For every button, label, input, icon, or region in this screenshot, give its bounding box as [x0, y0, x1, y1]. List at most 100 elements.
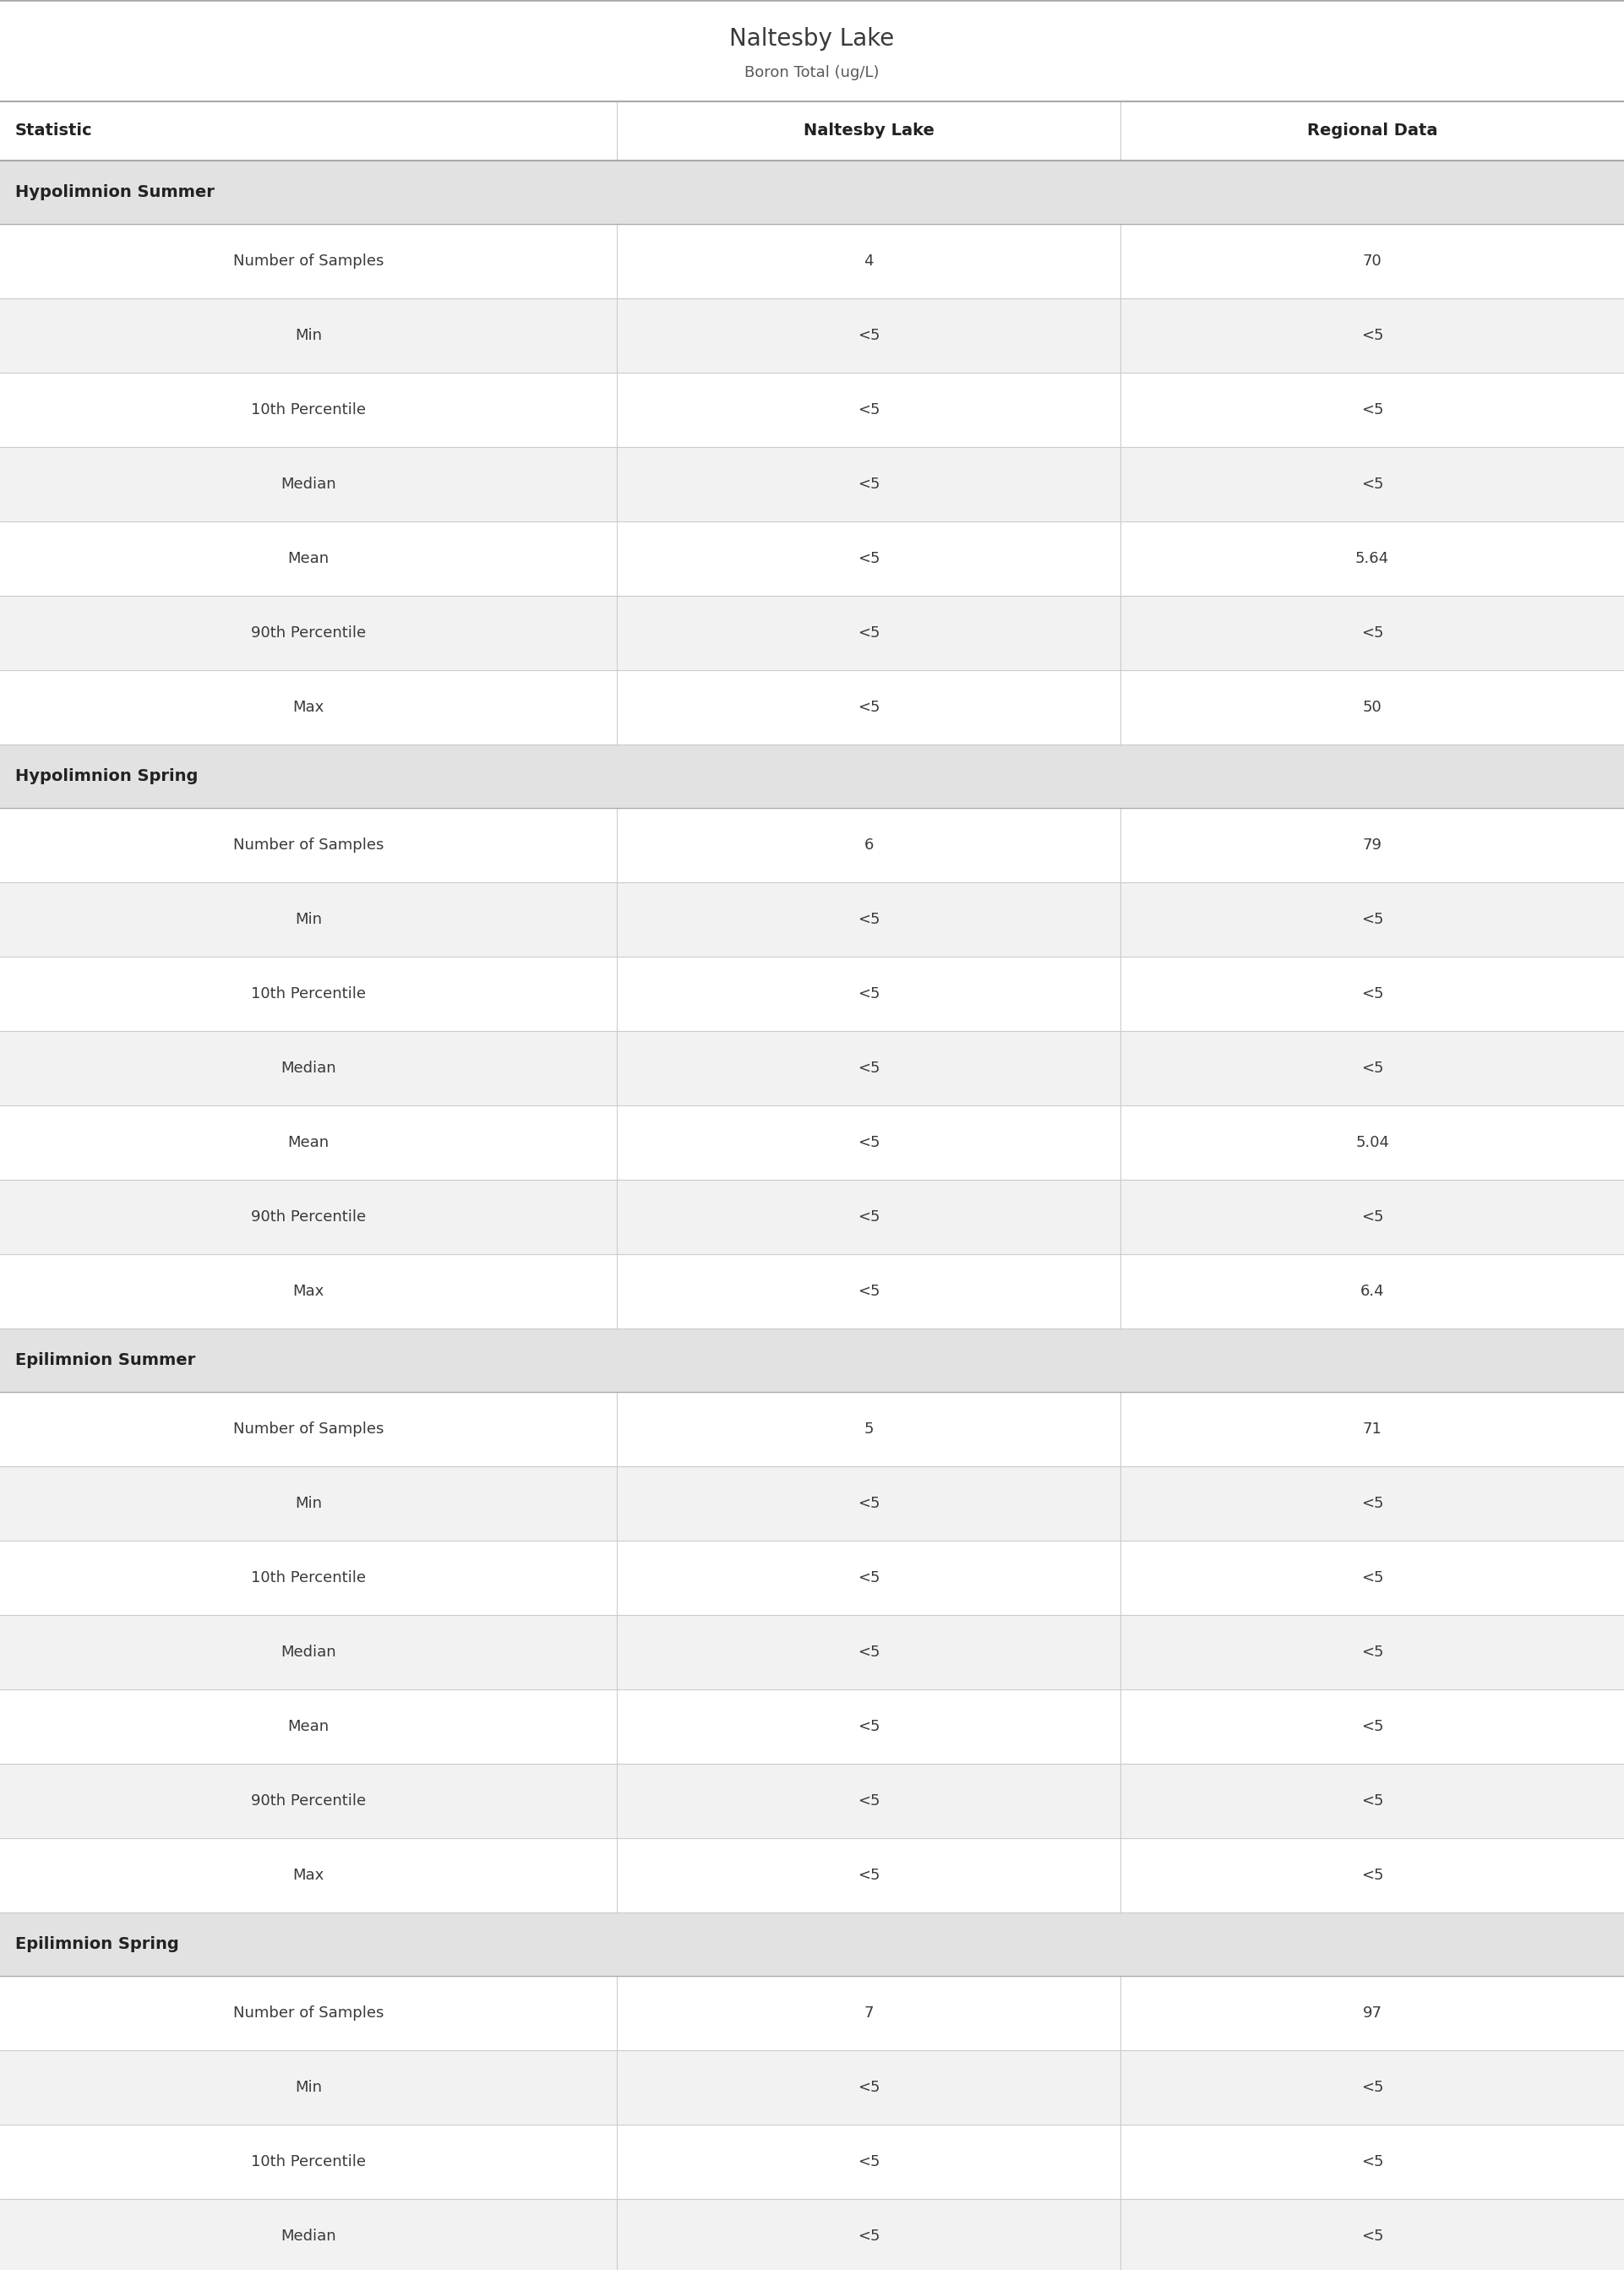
Text: <5: <5: [857, 1718, 880, 1734]
Text: <5: <5: [1361, 1210, 1384, 1224]
Text: Mean: Mean: [287, 1135, 330, 1151]
Bar: [0, 883, 1624, 956]
Text: 10th Percentile: 10th Percentile: [252, 985, 365, 1001]
Bar: [0, 1328, 1624, 1392]
Text: Number of Samples: Number of Samples: [234, 254, 383, 268]
Text: 50: 50: [1363, 699, 1382, 715]
Text: <5: <5: [857, 552, 880, 565]
Text: 5.64: 5.64: [1356, 552, 1389, 565]
Bar: [0, 956, 1624, 1031]
Bar: [0, 447, 1624, 522]
Bar: [0, 1614, 1624, 1689]
Text: <5: <5: [1361, 1571, 1384, 1584]
Text: <5: <5: [857, 985, 880, 1001]
Text: <5: <5: [1361, 913, 1384, 926]
Bar: [0, 1914, 1624, 1975]
Text: <5: <5: [857, 699, 880, 715]
Text: <5: <5: [857, 1868, 880, 1882]
Text: <5: <5: [857, 1571, 880, 1584]
Text: Epilimnion Spring: Epilimnion Spring: [15, 1936, 179, 1952]
Text: 10th Percentile: 10th Percentile: [252, 402, 365, 418]
Bar: [0, 745, 1624, 808]
Text: <5: <5: [857, 627, 880, 640]
Bar: [0, 1180, 1624, 1253]
Bar: [0, 595, 1624, 670]
Text: <5: <5: [1361, 327, 1384, 343]
Text: 6.4: 6.4: [1361, 1285, 1384, 1298]
Text: 90th Percentile: 90th Percentile: [252, 1793, 365, 1809]
Text: Number of Samples: Number of Samples: [234, 2004, 383, 2020]
Text: Max: Max: [292, 699, 325, 715]
Bar: [0, 102, 1624, 161]
Text: 4: 4: [864, 254, 874, 268]
Text: Min: Min: [296, 913, 322, 926]
Text: Naltesby Lake: Naltesby Lake: [804, 123, 934, 138]
Text: 10th Percentile: 10th Percentile: [252, 1571, 365, 1584]
Text: Number of Samples: Number of Samples: [234, 838, 383, 854]
Text: 6: 6: [864, 838, 874, 854]
Bar: [0, 670, 1624, 745]
Text: Min: Min: [296, 2079, 322, 2095]
Text: <5: <5: [1361, 1793, 1384, 1809]
Text: <5: <5: [1361, 1868, 1384, 1882]
Text: Naltesby Lake: Naltesby Lake: [729, 27, 895, 50]
Text: <5: <5: [1361, 985, 1384, 1001]
Bar: [0, 1689, 1624, 1764]
Text: <5: <5: [857, 913, 880, 926]
Bar: [0, 1541, 1624, 1614]
Text: Mean: Mean: [287, 1718, 330, 1734]
Text: <5: <5: [1361, 2229, 1384, 2243]
Text: <5: <5: [1361, 402, 1384, 418]
Text: <5: <5: [857, 1643, 880, 1659]
Text: Hypolimnion Summer: Hypolimnion Summer: [15, 184, 214, 200]
Text: <5: <5: [1361, 1060, 1384, 1076]
Bar: [0, 1253, 1624, 1328]
Text: <5: <5: [857, 1210, 880, 1224]
Bar: [0, 1031, 1624, 1105]
Bar: [0, 372, 1624, 447]
Text: 79: 79: [1363, 838, 1382, 854]
Text: 70: 70: [1363, 254, 1382, 268]
Bar: [0, 1839, 1624, 1914]
Text: <5: <5: [1361, 477, 1384, 493]
Text: 5.04: 5.04: [1356, 1135, 1389, 1151]
Bar: [0, 225, 1624, 297]
Bar: [0, 2050, 1624, 2125]
Text: Median: Median: [281, 1060, 336, 1076]
Text: 10th Percentile: 10th Percentile: [252, 2154, 365, 2170]
Bar: [0, 1975, 1624, 2050]
Bar: [0, 1466, 1624, 1541]
Text: <5: <5: [857, 2229, 880, 2243]
Bar: [0, 1105, 1624, 1180]
Text: Regional Data: Regional Data: [1307, 123, 1437, 138]
Text: <5: <5: [857, 1060, 880, 1076]
Text: Median: Median: [281, 2229, 336, 2243]
Text: <5: <5: [857, 477, 880, 493]
Text: <5: <5: [1361, 1496, 1384, 1512]
Text: <5: <5: [1361, 1643, 1384, 1659]
Text: <5: <5: [857, 1793, 880, 1809]
Text: <5: <5: [1361, 2079, 1384, 2095]
Text: Max: Max: [292, 1285, 325, 1298]
Text: <5: <5: [1361, 627, 1384, 640]
Text: <5: <5: [857, 1285, 880, 1298]
Text: <5: <5: [857, 1496, 880, 1512]
Text: 71: 71: [1363, 1421, 1382, 1437]
Text: 90th Percentile: 90th Percentile: [252, 1210, 365, 1224]
Text: Epilimnion Summer: Epilimnion Summer: [15, 1353, 195, 1369]
Text: Number of Samples: Number of Samples: [234, 1421, 383, 1437]
Text: 97: 97: [1363, 2004, 1382, 2020]
Bar: [0, 522, 1624, 595]
Text: Median: Median: [281, 1643, 336, 1659]
Bar: [0, 1764, 1624, 1839]
Text: <5: <5: [857, 1135, 880, 1151]
Text: <5: <5: [857, 2079, 880, 2095]
Text: <5: <5: [857, 402, 880, 418]
Text: Mean: Mean: [287, 552, 330, 565]
Bar: [0, 2200, 1624, 2270]
Text: Median: Median: [281, 477, 336, 493]
Text: Hypolimnion Spring: Hypolimnion Spring: [15, 767, 198, 783]
Text: <5: <5: [857, 327, 880, 343]
Text: <5: <5: [1361, 1718, 1384, 1734]
Bar: [0, 2125, 1624, 2200]
